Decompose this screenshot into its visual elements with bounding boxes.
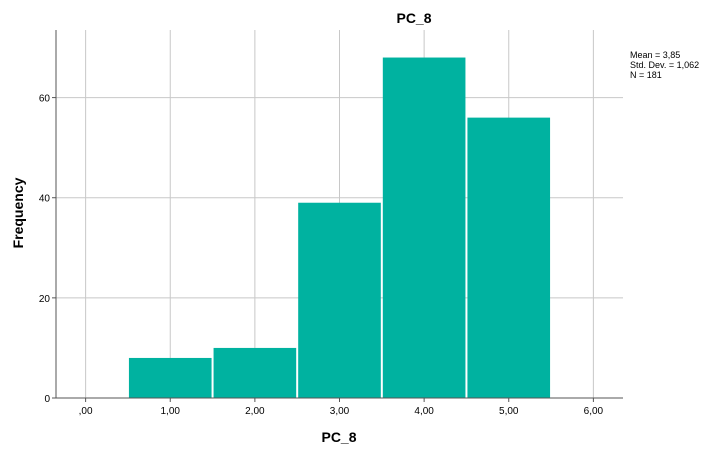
x-tick-label: 2,00	[245, 406, 265, 417]
histogram-bar-3-00	[298, 202, 381, 398]
statistics-box: Mean = 3,85 Std. Dev. = 1,062 N = 181	[630, 50, 699, 80]
x-tick-label: 1,00	[161, 406, 181, 417]
chart-title: PC_8	[396, 10, 431, 26]
x-tick-label: 3,00	[330, 406, 350, 417]
histogram-bars	[128, 57, 551, 398]
y-tick-labels: 0 20 40 60	[39, 94, 51, 405]
histogram-bar-2-00	[213, 347, 297, 398]
histogram-bar-1-00	[128, 357, 212, 398]
y-axis-title: Frequency	[10, 177, 26, 248]
x-tick-label: 5,00	[499, 406, 519, 417]
stat-std-dev: Std. Dev. = 1,062	[630, 60, 700, 70]
y-tick-label: 0	[44, 394, 50, 405]
x-axis-title: PC_8	[321, 429, 356, 445]
x-tick-labels: ,00 1,00 2,00 3,00 4,00 5,00 6,00	[79, 406, 604, 417]
axes	[52, 30, 623, 402]
y-tick-label: 40	[39, 194, 51, 205]
stat-mean: Mean = 3,85	[630, 50, 681, 60]
y-tick-label: 20	[39, 294, 51, 305]
x-tick-label: 4,00	[414, 406, 434, 417]
stat-n: N = 181	[630, 70, 662, 80]
histogram-bar-5-00	[467, 117, 551, 398]
y-tick-label: 60	[39, 94, 51, 105]
x-tick-label: 6,00	[584, 406, 604, 417]
histogram-bar-4-00	[382, 57, 466, 398]
x-tick-label: ,00	[79, 406, 93, 417]
